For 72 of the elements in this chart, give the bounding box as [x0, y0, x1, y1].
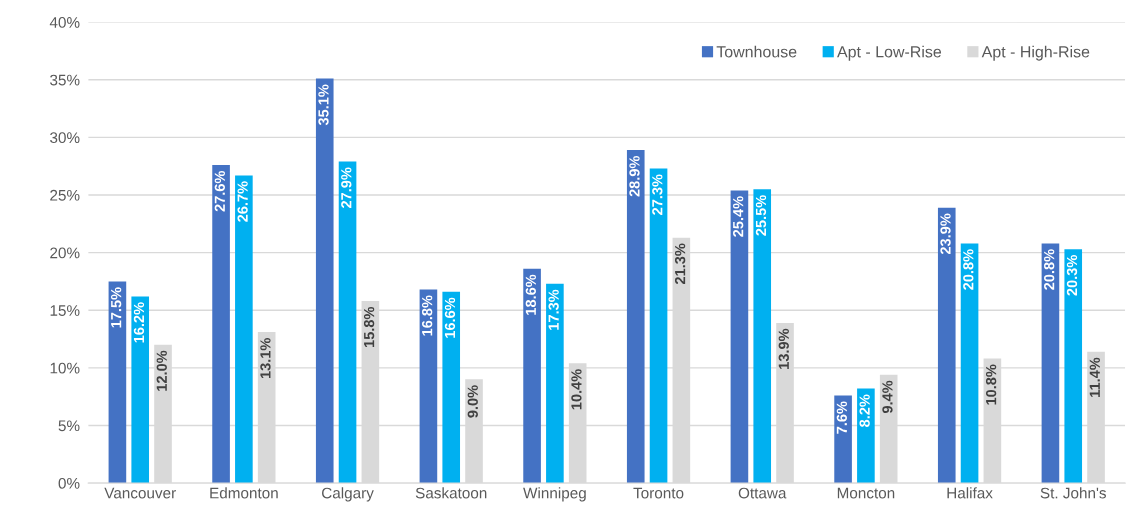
data-label: 21.3% — [674, 243, 686, 285]
data-label: 15.8% — [363, 306, 375, 347]
data-label: 13.9% — [778, 328, 789, 369]
data-label: 23.9% — [940, 213, 951, 255]
x-tick-label: Ottawa — [738, 487, 787, 499]
data-label: 25.5% — [755, 195, 767, 236]
y-tick-label: 40% — [49, 17, 80, 28]
data-label: 28.9% — [629, 155, 640, 197]
bar — [753, 189, 772, 484]
y-tick-label: 30% — [50, 132, 80, 144]
data-label: 10.8% — [985, 364, 997, 405]
y-tick-label: 10% — [50, 362, 80, 374]
data-label: 16.2% — [133, 302, 145, 343]
bar — [730, 190, 749, 484]
y-tick-label: 0% — [58, 477, 80, 489]
x-tick-label: Halifax — [947, 487, 993, 499]
bar — [212, 165, 230, 484]
data-label: 25.4% — [733, 196, 744, 237]
bar — [1041, 243, 1060, 484]
data-label: 18.6% — [525, 274, 536, 315]
data-label: 16.8% — [422, 295, 433, 336]
bar — [1064, 249, 1083, 484]
bar — [235, 175, 253, 484]
data-label: 27.3% — [652, 174, 663, 215]
data-label: 9.4% — [882, 380, 893, 414]
data-label: 16.6% — [444, 297, 456, 338]
data-label: 8.2% — [859, 394, 870, 427]
data-label: 12.0% — [156, 350, 167, 391]
data-label: 20.8% — [1044, 249, 1055, 290]
y-tick-label: 5% — [58, 420, 80, 432]
data-label: 20.3% — [1066, 255, 1078, 296]
legend-label: Apt - High-Rise — [981, 45, 1090, 61]
data-label: 27.6% — [214, 170, 225, 212]
bar — [442, 291, 461, 484]
data-label: 35.1% — [318, 84, 329, 126]
bar — [937, 207, 956, 484]
data-label: 17.3% — [548, 289, 559, 330]
bar — [834, 395, 852, 484]
data-label: 27.9% — [341, 167, 352, 208]
x-tick-label: Vancouver — [104, 487, 176, 499]
x-tick-label: Edmonton — [210, 487, 278, 499]
bar — [546, 283, 564, 484]
data-label: 26.7% — [237, 181, 248, 222]
bar — [315, 78, 334, 484]
x-tick-label: Toronto — [633, 487, 684, 499]
bar — [649, 168, 668, 484]
bar — [857, 388, 875, 484]
y-tick-label: 20% — [50, 247, 80, 259]
bar — [419, 289, 438, 484]
y-tick-label: 15% — [50, 305, 80, 316]
data-label: 11.4% — [1089, 357, 1100, 397]
x-tick-label: Winnipeg — [523, 487, 586, 502]
x-tick-label: Calgary — [322, 487, 374, 502]
y-tick-label: 25% — [50, 189, 80, 201]
x-tick-label: St. John's — [1040, 487, 1106, 499]
legend-label: Townhouse — [716, 45, 797, 58]
data-label: 13.1% — [260, 338, 271, 379]
bar — [523, 268, 541, 484]
bar — [108, 281, 127, 484]
bar — [626, 150, 645, 484]
bar — [960, 243, 979, 484]
data-label: 17.5% — [111, 287, 122, 328]
bar — [338, 161, 357, 484]
bar — [131, 296, 150, 484]
y-tick-label: 35% — [50, 74, 80, 86]
data-label: 7.6% — [836, 401, 847, 434]
x-tick-label: Saskatoon — [415, 487, 487, 499]
legend-label: Apt - Low-Rise — [837, 45, 942, 61]
x-tick-label: Moncton — [837, 487, 895, 499]
data-label: 10.4% — [571, 369, 582, 410]
data-label: 9.0% — [467, 385, 478, 418]
data-label: 20.8% — [963, 249, 974, 290]
